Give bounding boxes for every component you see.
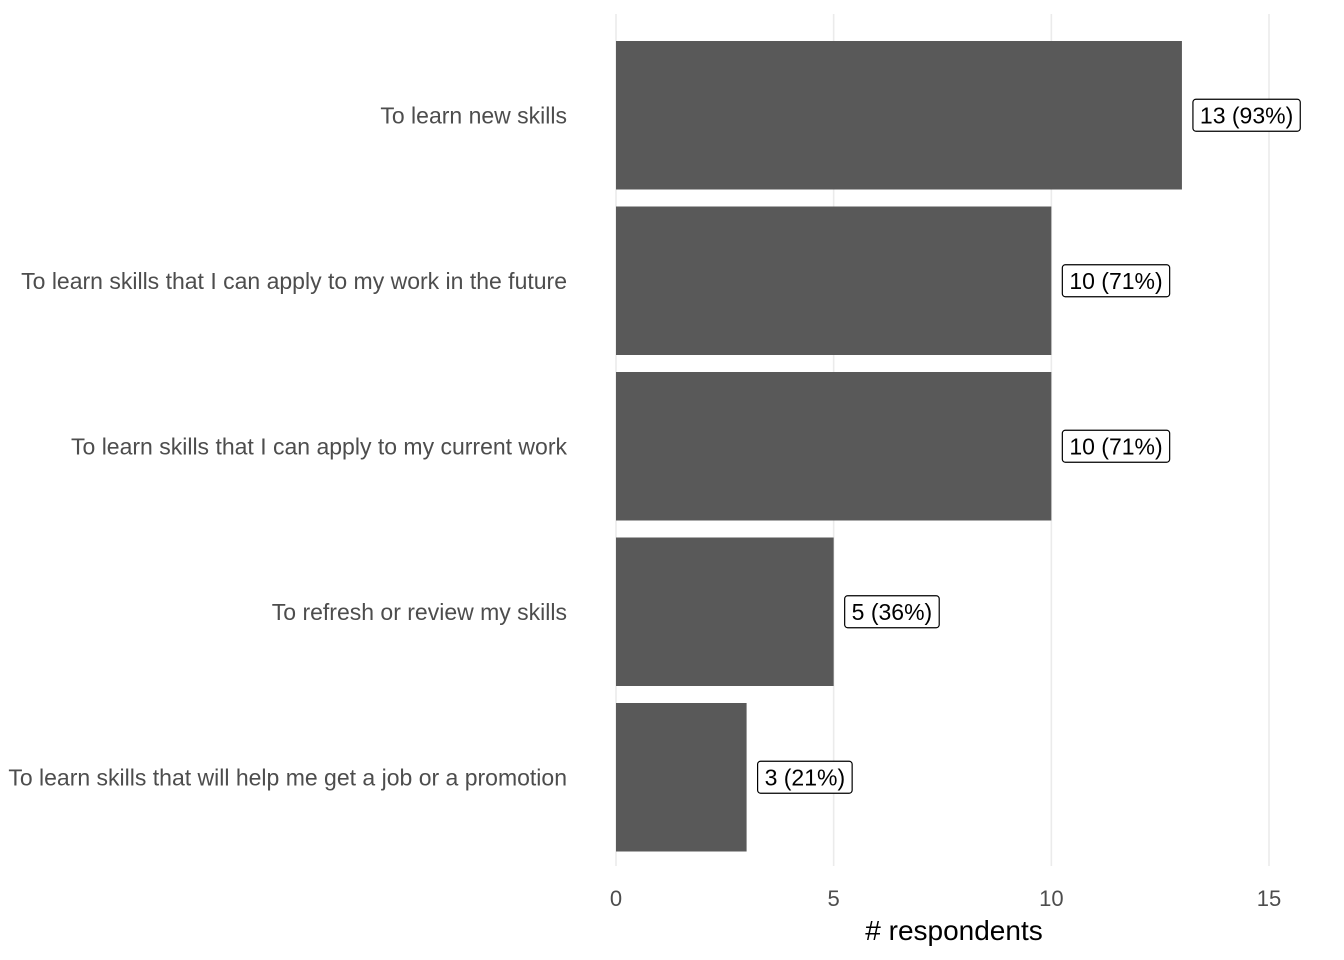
bar	[616, 703, 747, 852]
data-label-box	[1061, 429, 1171, 463]
x-tick-label: 0	[610, 886, 622, 911]
category-label: To learn skills that I can apply to my c…	[71, 433, 567, 459]
x-axis-title: # respondents	[865, 915, 1042, 946]
data-label-box	[1061, 264, 1171, 298]
data-label-box	[844, 595, 940, 629]
x-tick-label: 5	[828, 886, 840, 911]
data-label: 3 (21%)	[765, 764, 846, 790]
category-label: To refresh or review my skills	[272, 599, 567, 625]
category-label: To learn skills that I can apply to my w…	[21, 268, 567, 294]
x-tick-labels: 0 5 10 15	[610, 886, 1281, 911]
data-labels: 13 (93%) 10 (71%) 10 (71%) 5 (36%) 3 (21%)	[756, 98, 1301, 794]
bars	[616, 41, 1182, 852]
data-label: 10 (71%)	[1069, 268, 1162, 294]
data-label-box	[1192, 98, 1301, 132]
x-tick-label: 15	[1257, 886, 1281, 911]
category-labels: To learn new skills To learn skills that …	[8, 102, 567, 790]
bar	[616, 41, 1182, 190]
bar	[616, 537, 834, 686]
data-label: 5 (36%)	[852, 599, 933, 625]
data-label-box	[756, 760, 853, 794]
data-label: 10 (71%)	[1069, 433, 1162, 459]
bar	[616, 372, 1052, 521]
data-label-group: 10 (71%)	[1061, 429, 1171, 463]
category-label: To learn skills that will help me get a …	[8, 764, 567, 790]
data-label-group: 3 (21%)	[756, 760, 853, 794]
x-tick-label: 10	[1039, 886, 1063, 911]
data-label-group: 5 (36%)	[844, 595, 940, 629]
bar	[616, 206, 1052, 355]
category-label: To learn new skills	[380, 102, 567, 128]
data-label-group: 13 (93%)	[1192, 98, 1301, 132]
data-label: 13 (93%)	[1200, 102, 1293, 128]
data-label-group: 10 (71%)	[1061, 264, 1171, 298]
